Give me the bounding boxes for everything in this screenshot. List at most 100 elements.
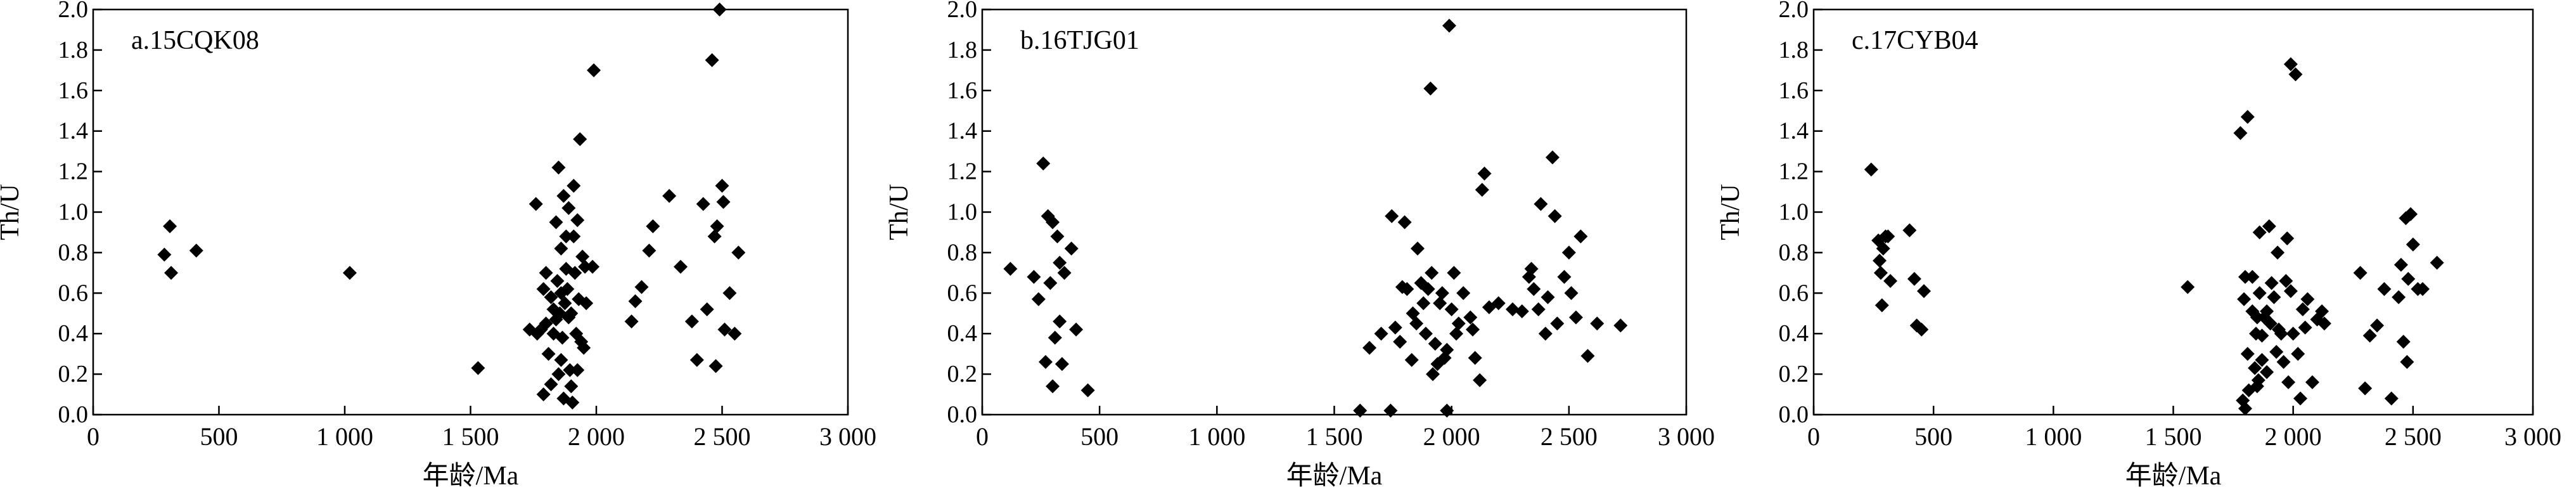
- data-point: [1468, 351, 1482, 365]
- y-tick-label: 0.0: [58, 401, 89, 428]
- data-point: [1451, 316, 1466, 331]
- data-point: [1881, 229, 1895, 243]
- y-tick-label: 0.2: [947, 361, 978, 387]
- data-point: [1031, 292, 1046, 306]
- data-point: [1864, 162, 1878, 177]
- data-point: [2288, 67, 2303, 82]
- data-point: [712, 3, 727, 16]
- data-point: [1046, 379, 1060, 394]
- x-tick-label: 2 000: [1423, 422, 1480, 451]
- y-tick-label: 0.4: [58, 320, 89, 347]
- y-tick-label: 0.8: [1779, 239, 1809, 266]
- y-tick-label: 0.6: [947, 280, 978, 306]
- data-point: [1465, 322, 1480, 337]
- x-axis-label: 年龄/Ma: [2125, 461, 2222, 491]
- data-point: [1043, 276, 1058, 290]
- data-point: [1080, 383, 1095, 398]
- data-point: [1393, 334, 1407, 349]
- data-point: [2406, 237, 2420, 252]
- y-tick-label: 0.8: [947, 239, 978, 266]
- data-point: [2260, 365, 2274, 379]
- data-point: [2286, 327, 2300, 341]
- data-point: [2396, 334, 2411, 349]
- x-tick-label: 500: [1914, 422, 1952, 451]
- data-point: [2245, 269, 2260, 284]
- data-point: [2298, 320, 2312, 335]
- data-point: [2384, 391, 2399, 406]
- data-point: [705, 53, 719, 67]
- chart-panel-3: 0.0 0.2 0.4 0.6 0.8 1.0 1.2 1.4 1.6 1.8 2.0 0 500 1 0…: [1716, 0, 2561, 491]
- data-point: [1477, 166, 1492, 181]
- data-point: [2237, 292, 2252, 306]
- plot-frame: [92, 8, 849, 416]
- data-point: [2315, 304, 2329, 319]
- data-point: [1447, 266, 1461, 280]
- data-point: [1444, 302, 1459, 316]
- data-point: [2255, 328, 2269, 343]
- y-tick-label: 1.8: [58, 37, 89, 63]
- data-point: [157, 247, 172, 262]
- y-tick-label: 2.0: [947, 0, 978, 23]
- data-point: [1545, 150, 1560, 165]
- data-point: [563, 363, 577, 377]
- data-point: [1050, 229, 1065, 243]
- data-point: [541, 347, 556, 361]
- data-point: [587, 63, 601, 77]
- data-point: [544, 377, 558, 392]
- data-point: [558, 296, 572, 311]
- data-point: [1531, 302, 1546, 316]
- panel-label: c.17CYB04: [1852, 26, 1978, 55]
- data-point: [1524, 261, 1539, 276]
- x-tick-label: 1 000: [2025, 422, 2082, 451]
- x-tick-label: 1 500: [2145, 422, 2202, 451]
- data-point: [586, 259, 600, 274]
- data-point: [1463, 310, 1478, 325]
- x-tick-label: 1 000: [1188, 422, 1245, 451]
- data-point: [163, 219, 177, 233]
- x-axis-label: 年龄/Ma: [423, 461, 519, 491]
- data-point: [2415, 282, 2430, 296]
- y-tick-label: 1.8: [947, 37, 978, 63]
- data-point: [573, 132, 587, 146]
- data-point: [1048, 330, 1062, 345]
- data-point: [549, 215, 563, 230]
- data-point: [2264, 276, 2279, 290]
- y-axis-label: Th/U: [1716, 184, 1745, 240]
- data-point: [689, 353, 704, 367]
- x-tick-label: 500: [1080, 422, 1118, 451]
- data-point: [570, 363, 585, 377]
- data-point: [1475, 183, 1489, 197]
- data-point: [1003, 261, 1018, 276]
- data-point: [1383, 403, 1398, 418]
- data-point: [628, 294, 643, 309]
- data-point: [1515, 304, 1529, 319]
- data-point: [1473, 373, 1487, 387]
- data-point: [731, 245, 746, 260]
- data-point: [1057, 266, 1072, 280]
- data-point: [1027, 269, 1041, 284]
- data-point: [634, 280, 649, 294]
- y-axis-label: Th/U: [0, 184, 25, 240]
- data-point: [1397, 215, 1412, 230]
- y-tick-label: 1.0: [947, 199, 978, 226]
- data-point: [554, 242, 568, 256]
- data-point: [1590, 316, 1605, 331]
- data-point: [716, 195, 731, 209]
- y-tick-label: 1.4: [58, 118, 89, 145]
- plot-frame: [1812, 8, 2534, 416]
- x-tick-label: 500: [200, 422, 238, 451]
- data-point: [1550, 316, 1565, 331]
- data-point: [2263, 316, 2278, 331]
- data-point: [2240, 347, 2255, 361]
- data-point: [529, 197, 543, 211]
- y-tick-label: 0.8: [58, 239, 89, 266]
- data-point: [555, 330, 570, 345]
- x-tick-label: 1 500: [1306, 422, 1363, 451]
- y-tick-label: 0.2: [58, 361, 89, 387]
- data-point: [715, 178, 729, 193]
- data-point: [700, 302, 714, 316]
- data-point: [164, 266, 179, 280]
- data-point: [2362, 328, 2377, 343]
- y-tick-label: 0.2: [1779, 361, 1809, 387]
- data-point: [2401, 271, 2416, 286]
